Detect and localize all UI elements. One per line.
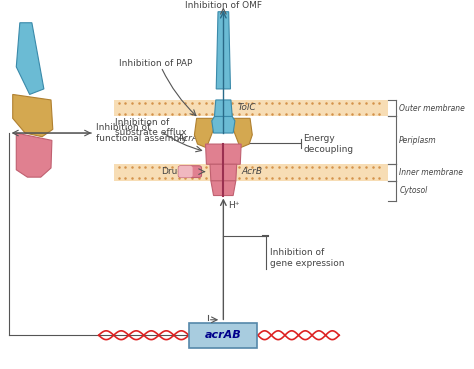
Polygon shape [194, 118, 215, 148]
Polygon shape [211, 181, 236, 196]
Polygon shape [16, 23, 44, 94]
Polygon shape [212, 117, 235, 133]
Text: Inhibition of PAP: Inhibition of PAP [118, 59, 192, 68]
Text: acrAB: acrAB [205, 330, 242, 340]
FancyBboxPatch shape [178, 166, 201, 177]
Text: Inner membrane: Inner membrane [399, 168, 463, 177]
Text: Inhibition of
gene expression: Inhibition of gene expression [270, 248, 345, 268]
Text: Cytosol: Cytosol [399, 186, 428, 196]
FancyBboxPatch shape [189, 323, 257, 348]
Bar [114, 164, 388, 181]
Text: Drug: Drug [161, 167, 183, 176]
Polygon shape [16, 133, 52, 177]
Text: Energy
decoupling: Energy decoupling [303, 134, 354, 154]
Polygon shape [214, 100, 232, 117]
Polygon shape [231, 118, 252, 148]
Text: Outer membrane: Outer membrane [399, 104, 465, 113]
Text: AcrA: AcrA [178, 134, 199, 143]
Polygon shape [216, 12, 230, 89]
Bar [114, 100, 388, 117]
Polygon shape [210, 164, 237, 181]
Text: TolC: TolC [237, 103, 256, 112]
Text: H⁺: H⁺ [228, 201, 239, 210]
Text: Inhibition of
substrate efflux: Inhibition of substrate efflux [115, 118, 186, 137]
Text: AcrB: AcrB [241, 167, 262, 176]
Polygon shape [13, 94, 53, 137]
Polygon shape [206, 144, 241, 164]
Text: Periplasm: Periplasm [399, 136, 437, 145]
FancyBboxPatch shape [178, 166, 192, 177]
Text: Inhibition of
functional assembly: Inhibition of functional assembly [96, 123, 188, 143]
Text: Inhibition of OMF: Inhibition of OMF [185, 1, 262, 10]
